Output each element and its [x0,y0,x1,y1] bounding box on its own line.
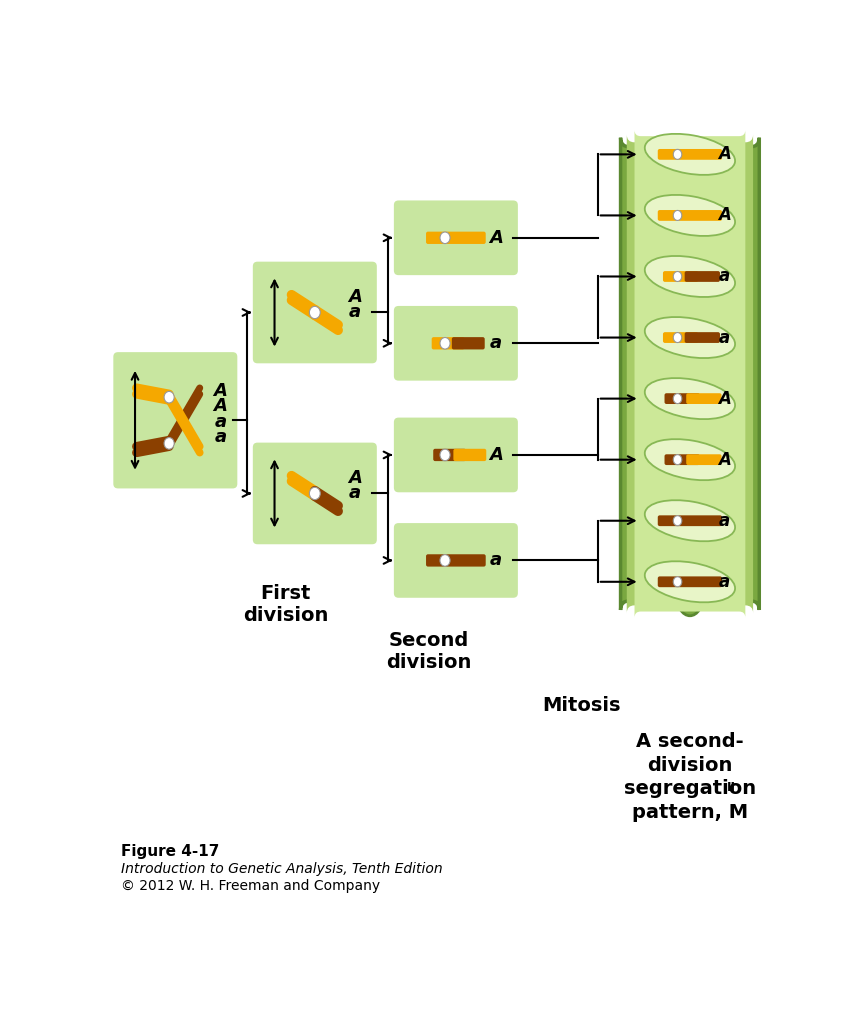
FancyBboxPatch shape [663,271,698,282]
FancyBboxPatch shape [253,262,377,363]
FancyBboxPatch shape [620,137,759,610]
FancyBboxPatch shape [686,393,722,404]
FancyBboxPatch shape [663,332,698,343]
FancyBboxPatch shape [664,393,700,404]
FancyBboxPatch shape [664,454,700,465]
Ellipse shape [644,440,735,480]
Ellipse shape [644,501,735,541]
Text: A: A [489,229,503,247]
Text: A: A [348,469,362,487]
Text: a: a [490,334,502,352]
Ellipse shape [644,134,735,174]
FancyBboxPatch shape [453,449,486,461]
Ellipse shape [309,307,321,319]
Text: A: A [213,382,227,400]
FancyBboxPatch shape [658,149,722,160]
Ellipse shape [440,449,450,460]
FancyBboxPatch shape [658,577,722,587]
FancyBboxPatch shape [634,130,746,618]
Text: Second
division: Second division [386,631,471,672]
Ellipse shape [644,195,735,236]
FancyBboxPatch shape [394,305,518,381]
Text: a: a [349,484,361,503]
FancyBboxPatch shape [658,211,722,221]
Text: A: A [718,390,731,408]
Ellipse shape [674,393,682,404]
FancyBboxPatch shape [686,454,722,465]
Ellipse shape [644,317,735,358]
Ellipse shape [644,256,735,297]
Text: A: A [489,446,503,464]
Ellipse shape [681,580,698,609]
Ellipse shape [440,554,450,567]
Ellipse shape [440,232,450,244]
Text: A: A [718,206,731,224]
FancyBboxPatch shape [434,449,466,461]
Text: First
division: First division [243,584,328,625]
Text: a: a [719,512,730,529]
FancyBboxPatch shape [626,134,753,613]
Text: a: a [719,573,730,590]
Ellipse shape [644,378,735,419]
Text: A: A [718,451,731,469]
Ellipse shape [644,561,735,603]
FancyBboxPatch shape [253,443,377,544]
Ellipse shape [674,211,682,221]
Text: a: a [719,328,730,347]
Text: A second-
division
segregation
pattern, M: A second- division segregation pattern, … [624,732,756,821]
Text: A: A [213,397,227,416]
Text: a: a [719,267,730,286]
Text: A: A [348,288,362,307]
Text: a: a [214,428,226,446]
Text: a: a [214,413,226,430]
Ellipse shape [674,271,682,282]
Text: © 2012 W. H. Freeman and Company: © 2012 W. H. Freeman and Company [121,879,381,893]
FancyBboxPatch shape [685,332,720,343]
Text: II: II [727,781,736,794]
Text: Figure 4-17: Figure 4-17 [121,844,219,859]
FancyBboxPatch shape [394,523,518,598]
Ellipse shape [674,577,682,587]
Ellipse shape [674,150,682,159]
FancyBboxPatch shape [394,418,518,492]
Ellipse shape [164,438,174,449]
Text: a: a [490,551,502,570]
FancyBboxPatch shape [426,231,486,244]
FancyBboxPatch shape [432,337,464,350]
Text: a: a [349,303,361,322]
FancyBboxPatch shape [426,554,486,567]
Ellipse shape [674,332,682,343]
FancyBboxPatch shape [113,352,237,488]
Ellipse shape [164,391,174,402]
Ellipse shape [674,455,682,464]
Text: Mitosis: Mitosis [542,696,620,715]
Text: A: A [718,146,731,163]
Text: Introduction to Genetic Analysis, Tenth Edition: Introduction to Genetic Analysis, Tenth … [121,862,443,876]
FancyBboxPatch shape [452,337,485,350]
Ellipse shape [309,487,321,499]
FancyBboxPatch shape [658,515,722,526]
FancyBboxPatch shape [685,271,720,282]
Ellipse shape [674,516,682,525]
FancyBboxPatch shape [394,200,518,276]
Ellipse shape [440,337,450,349]
Ellipse shape [676,574,704,616]
